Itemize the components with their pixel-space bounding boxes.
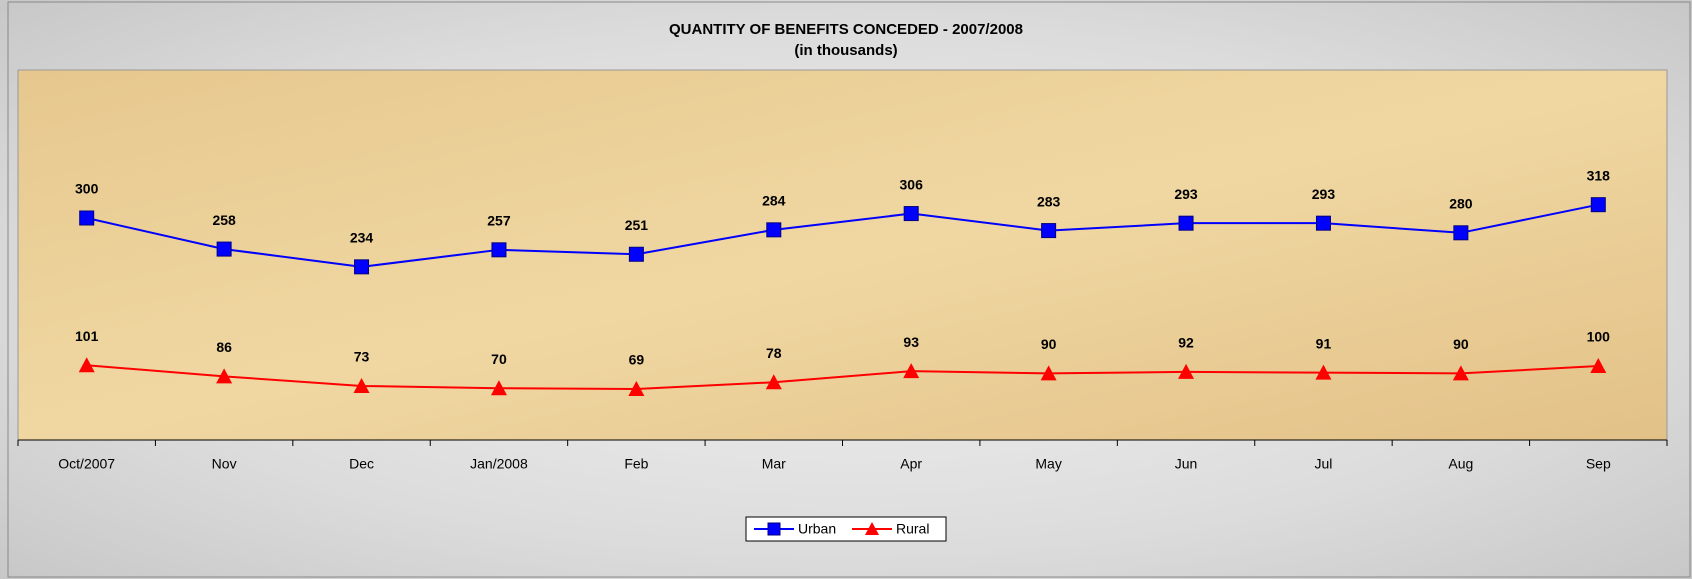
data-point [628,380,645,396]
data-point [1178,363,1195,379]
legend-label: Rural [896,521,929,537]
legend-marker [865,522,879,535]
data-point [628,246,644,262]
chart-border [7,1,1691,578]
data-point [903,206,919,222]
data-label: 69 [629,352,645,368]
data-point [1315,215,1331,231]
series-line [86,364,1599,390]
data-point [903,363,920,379]
x-tick-label: Mar [762,456,786,472]
data-point [216,241,232,257]
series-line [86,203,1599,268]
data-point [1178,215,1194,231]
data-label: 86 [216,339,232,355]
data-point [1315,364,1332,380]
data-point [216,368,233,384]
data-label: 257 [487,213,511,229]
x-tick-label: Sep [1586,456,1611,472]
data-label: 100 [1587,329,1611,345]
data-label: 283 [1037,193,1061,209]
data-label: 91 [1316,335,1332,351]
legend-label: Urban [798,521,836,537]
data-label: 280 [1449,196,1473,212]
x-tick-label: Feb [624,456,648,472]
chart-subtitle: (in thousands) [794,42,897,59]
data-label: 293 [1312,186,1336,202]
data-label: 92 [1178,335,1194,351]
plot-area [17,69,1668,441]
data-point [491,242,507,258]
x-tick-label: Oct/2007 [58,456,115,472]
x-tick-label: Jan/2008 [470,456,528,472]
x-tick-label: Dec [349,456,374,472]
data-point [1041,223,1057,239]
data-point [353,377,370,393]
data-point [79,210,95,226]
x-tick-label: Jun [1175,456,1198,472]
legend-marker [767,522,781,536]
x-tick-label: Nov [212,456,237,472]
data-point [765,374,782,390]
x-tick-label: Apr [900,456,922,472]
data-label: 93 [903,334,919,350]
data-label: 101 [75,328,99,344]
data-label: 284 [762,193,786,209]
data-point [354,259,370,275]
data-point [490,380,507,396]
data-point [766,222,782,238]
data-point [1590,197,1606,213]
data-label: 78 [766,345,782,361]
data-label: 300 [75,181,99,197]
data-label: 318 [1587,167,1611,183]
data-label: 73 [354,349,370,365]
data-label: 90 [1453,336,1469,352]
data-label: 70 [491,351,507,367]
data-point [1590,358,1607,373]
x-tick-label: May [1035,456,1061,472]
data-label: 306 [900,176,924,192]
data-point [1040,365,1057,381]
data-label: 90 [1041,336,1057,352]
data-label: 234 [350,230,374,246]
data-point [78,357,95,373]
data-label: 293 [1174,186,1198,202]
x-tick-label: Jul [1315,456,1333,472]
data-point [1453,225,1469,241]
chart-title: QUANTITY OF BENEFITS CONCEDED - 2007/200… [669,21,1023,38]
data-label: 251 [625,217,649,233]
x-tick-label: Aug [1448,456,1473,472]
data-point [1452,365,1469,381]
data-label: 258 [212,212,236,228]
